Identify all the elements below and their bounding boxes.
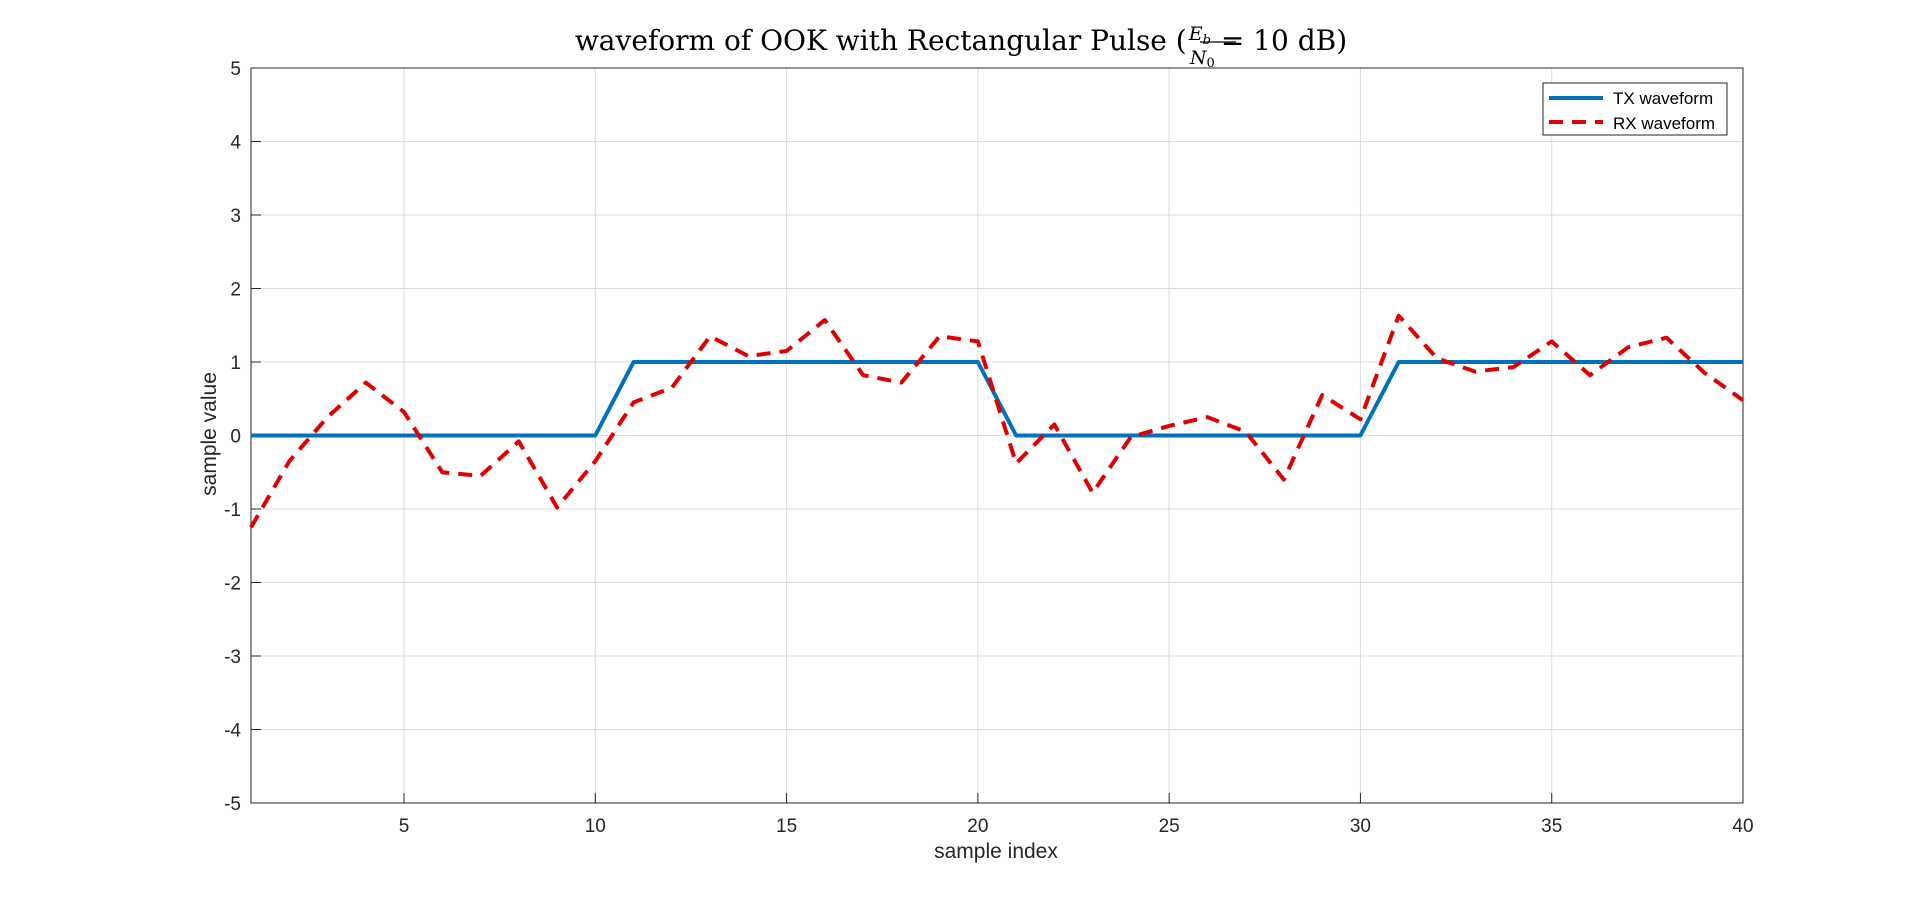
- legend-box: [1542, 82, 1728, 136]
- y-tick-label: 1: [230, 353, 241, 374]
- x-tick-label: 15: [776, 816, 797, 837]
- y-tick-label: -3: [224, 647, 241, 668]
- x-tick-label: 20: [967, 816, 988, 837]
- y-tick-label: 0: [230, 427, 241, 448]
- x-tick-label: 40: [1732, 816, 1753, 837]
- y-tick-label: 2: [230, 280, 241, 301]
- series-layer: [249, 313, 1745, 529]
- y-tick-label: -1: [224, 500, 241, 521]
- legend-label-tx: TX waveform: [1613, 89, 1713, 108]
- y-tick-label: 3: [230, 206, 241, 227]
- x-tick-label: 30: [1350, 816, 1371, 837]
- legend: TX waveform RX waveform: [1542, 82, 1728, 136]
- y-axis-label: sample value: [198, 372, 221, 496]
- y-tick-label: -5: [224, 794, 241, 815]
- y-tick-label: 4: [230, 133, 241, 154]
- chart-title: waveform of OOK with Rectangular Pulse (…: [575, 23, 1347, 71]
- rx-waveform-line: [249, 313, 1745, 529]
- legend-label-rx: RX waveform: [1613, 114, 1715, 133]
- x-tick-label: 5: [399, 816, 410, 837]
- x-tick-label: 10: [585, 816, 606, 837]
- x-axis-label: sample index: [934, 840, 1058, 863]
- y-tick-label: 5: [230, 59, 241, 80]
- y-tick-label: -2: [224, 574, 241, 595]
- y-tick-label: -4: [224, 721, 241, 742]
- tx-waveform-line: [251, 360, 1743, 438]
- x-tick-label: 35: [1541, 816, 1562, 837]
- x-tick-label: 25: [1159, 816, 1180, 837]
